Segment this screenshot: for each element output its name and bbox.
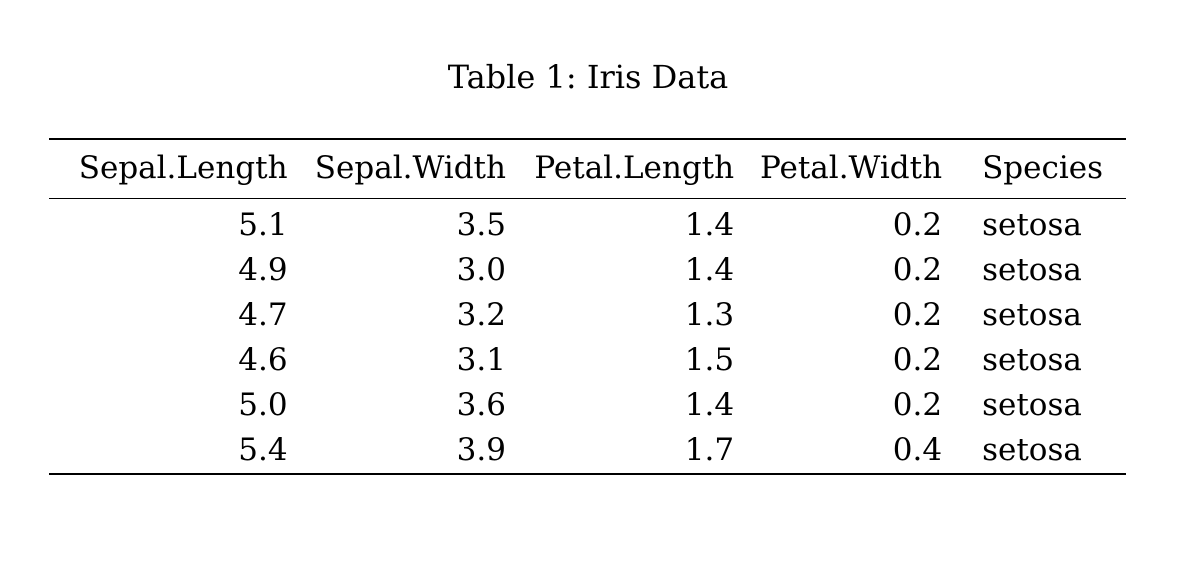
column-header: Petal.Length [534,150,735,186]
table-cell: 1.4 [684,252,735,288]
table-cell: setosa [982,387,1082,423]
table-cell: setosa [982,252,1082,288]
table-cell: 1.4 [684,207,735,243]
table-row: 4.7 3.2 1.3 0.2 setosa [49,293,1126,338]
table-caption: Table 1: Iris Data [447,58,729,96]
table-row: 4.6 3.1 1.5 0.2 setosa [49,338,1126,383]
table-cell: 0.2 [892,342,943,378]
column-header: Sepal.Width [314,150,506,186]
header-row: Sepal.Length Sepal.Width Petal.Length Pe… [49,139,1126,199]
table-row: 5.0 3.6 1.4 0.2 setosa [49,383,1126,428]
table-cell: 3.1 [456,342,506,378]
table-cell: 3.2 [456,297,506,333]
table-cell: 4.6 [238,342,288,378]
iris-table: Sepal.Length Sepal.Width Petal.Length Pe… [49,138,1126,475]
table-row: 5.1 3.5 1.4 0.2 setosa [49,199,1126,249]
table-cell: 0.2 [892,387,943,423]
table-cell: 5.1 [238,207,288,243]
column-header: Species [982,150,1104,186]
table-cell: setosa [982,432,1082,468]
column-header: Petal.Width [760,150,943,186]
table-cell: 3.5 [456,207,506,243]
table-cell: 3.6 [456,387,506,423]
table-cell: 3.9 [456,432,506,468]
table-cell: 1.5 [684,342,735,378]
table-cell: setosa [982,207,1082,243]
table-cell: setosa [982,342,1082,378]
table-cell: 1.3 [684,297,735,333]
table-cell: 1.4 [684,387,735,423]
table-cell: 5.4 [238,432,288,468]
table-row: 5.4 3.9 1.7 0.4 setosa [49,428,1126,474]
table-cell: 4.7 [238,297,288,333]
table-cell: 5.0 [238,387,288,423]
table-cell: 0.2 [892,252,943,288]
table-cell: 0.2 [892,297,943,333]
column-header: Sepal.Length [78,150,288,186]
table-cell: 0.4 [892,432,943,468]
table-cell: 1.7 [684,432,735,468]
table-cell: 4.9 [238,252,288,288]
table-row: 4.9 3.0 1.4 0.2 setosa [49,248,1126,293]
table-cell: setosa [982,297,1082,333]
table-cell: 3.0 [456,252,506,288]
table-cell: 0.2 [892,207,943,243]
